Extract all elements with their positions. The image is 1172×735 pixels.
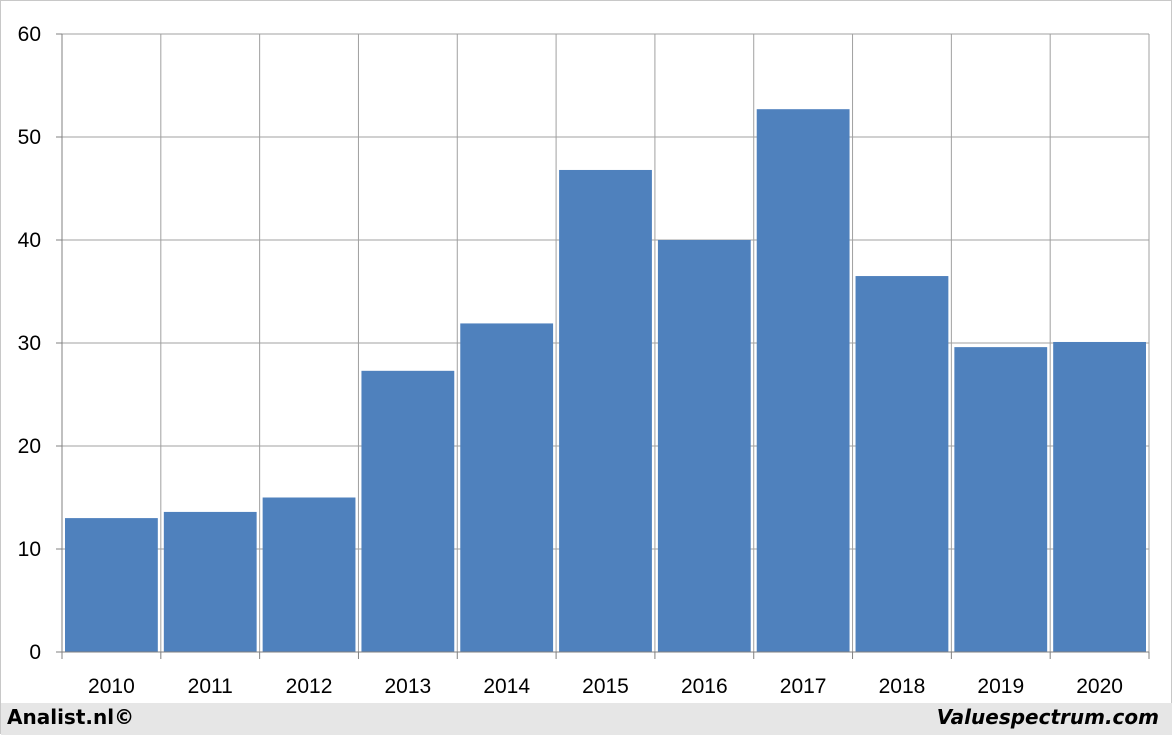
bars: [65, 109, 1146, 652]
x-tick-label: 2018: [879, 675, 926, 698]
bar-2019: [954, 347, 1048, 652]
y-tick-label: 50: [18, 126, 41, 149]
footer-bar: Analist.nl© Valuespectrum.com: [1, 703, 1172, 735]
footer-copyright: Analist.nl©: [7, 705, 135, 729]
bar-2017: [756, 109, 850, 652]
x-tick-label: 2011: [188, 675, 233, 698]
y-tick-label: 0: [29, 641, 41, 664]
x-tick-label: 2020: [1076, 675, 1123, 698]
bar-2011: [163, 511, 257, 652]
y-tick-label: 40: [18, 229, 41, 252]
bar-2018: [855, 276, 949, 652]
x-tick-label: 2014: [483, 675, 530, 698]
bar-2014: [460, 323, 554, 652]
bar-2020: [1053, 341, 1146, 652]
bar-chart: 0 10 20 30 40 50 60 2010 2011 2012 2013 2014 2015 201…: [18, 23, 1150, 698]
bar-2010: [65, 518, 158, 652]
bar-2015: [559, 169, 652, 652]
x-tick-label: 2019: [977, 675, 1024, 698]
x-tick-label: 2016: [681, 675, 728, 698]
bar-2016: [657, 240, 751, 652]
y-tick-label: 10: [18, 538, 41, 561]
axes: [56, 33, 1150, 659]
bar-2012: [262, 497, 356, 652]
x-tick-label: 2013: [385, 675, 432, 698]
bar-2013: [361, 370, 455, 652]
tick-labels: 0 10 20 30 40 50 60 2010 2011 2012 2013 2014 2015 201…: [18, 23, 1123, 698]
footer-source: Valuespectrum.com: [936, 705, 1159, 729]
y-tick-label: 20: [18, 435, 41, 458]
grid-lines: [61, 33, 1150, 652]
x-tick-label: 2015: [582, 675, 629, 698]
x-tick-label: 2017: [780, 675, 827, 698]
x-tick-label: 2010: [88, 675, 135, 698]
y-tick-label: 30: [18, 332, 41, 355]
y-tick-label: 60: [18, 23, 41, 46]
x-tick-label: 2012: [286, 675, 333, 698]
